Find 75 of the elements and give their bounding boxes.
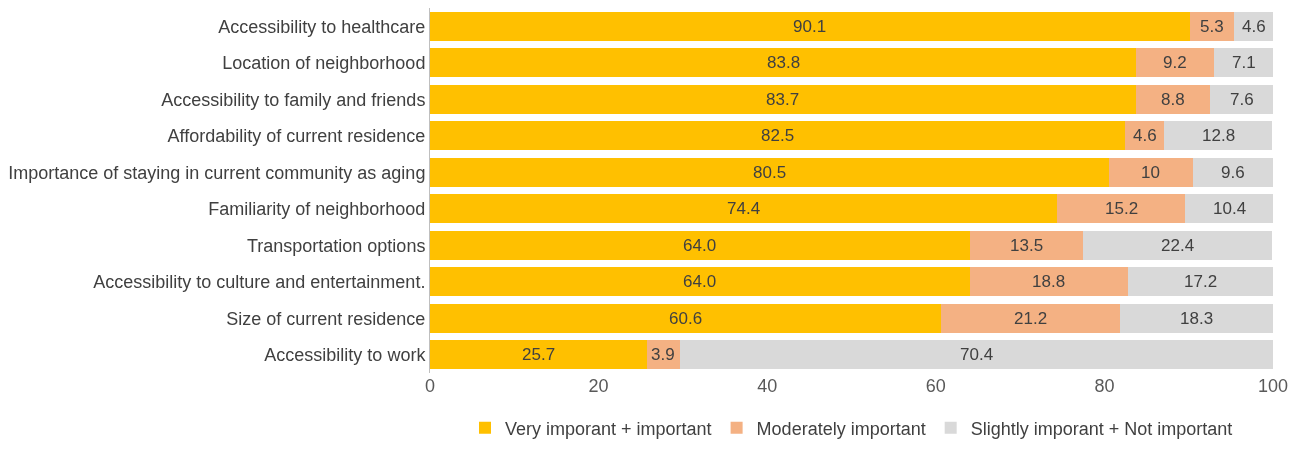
bar [430, 157, 1109, 187]
bar [1128, 267, 1273, 297]
data-label: 4.6 [1133, 126, 1157, 145]
x-tick-label: 0 [424, 376, 436, 396]
legend-label: Very imporant + important [505, 418, 712, 439]
data-label: 83.8 [767, 53, 801, 72]
bar [1136, 48, 1214, 78]
bar [1135, 84, 1210, 114]
bar [969, 230, 1084, 260]
data-label: 13.5 [1010, 236, 1044, 255]
bar [1119, 303, 1273, 333]
bar [430, 267, 970, 297]
data-label: 10.4 [1213, 199, 1247, 218]
bar [969, 267, 1128, 297]
bar [1213, 48, 1273, 78]
data-label: 90.1 [793, 17, 827, 36]
bar [430, 230, 970, 260]
bar [1185, 194, 1273, 224]
data-label: 64.0 [683, 236, 717, 255]
data-label: 12.8 [1202, 126, 1236, 145]
bar [1192, 157, 1273, 187]
data-label: 9.6 [1221, 163, 1245, 182]
x-tick-label: 40 [757, 376, 778, 396]
data-label: 22.4 [1161, 236, 1195, 255]
data-label: 4.6 [1242, 17, 1266, 36]
data-label: 8.8 [1161, 90, 1185, 109]
data-label: 10 [1141, 163, 1160, 182]
legend-label: Slightly imporant + Not important [970, 418, 1233, 439]
y-tick-label: Location of neighborhood [222, 53, 426, 74]
y-tick-label: Transportation options [246, 235, 426, 256]
bar [1083, 230, 1273, 260]
y-tick-label: Affordability of current residence [167, 126, 426, 147]
x-tick-label: 60 [925, 376, 946, 396]
bar [1209, 84, 1273, 114]
data-label: 80.5 [753, 163, 787, 182]
y-tick-label: Importance of staying in current community as aging [8, 162, 426, 183]
data-label: 5.3 [1200, 17, 1224, 36]
bar [679, 340, 1273, 370]
data-label: 18.3 [1180, 309, 1214, 328]
y-tick-label: Accessibility to work [264, 345, 427, 366]
data-label: 60.6 [669, 309, 703, 328]
data-label: 74.4 [727, 199, 761, 218]
data-label: 18.8 [1032, 272, 1066, 291]
bar [1164, 121, 1273, 151]
data-label: 7.6 [1230, 90, 1254, 109]
data-label: 9.2 [1163, 53, 1187, 72]
bar [430, 48, 1137, 78]
y-tick-label: Size of current residence [226, 308, 426, 329]
data-label: 70.4 [960, 345, 994, 364]
y-tick-label: Accessibility to family and friends [161, 89, 426, 110]
y-tick-label: Familiarity of neighborhood [208, 199, 426, 220]
bar [1057, 194, 1186, 224]
x-tick-label: 100 [1257, 376, 1289, 396]
data-label: 15.2 [1105, 199, 1139, 218]
x-tick-label: 80 [1094, 376, 1115, 396]
data-label: 82.5 [761, 126, 795, 145]
data-label: 21.2 [1014, 309, 1048, 328]
legend-label: Moderately important [756, 418, 926, 439]
bar [430, 303, 941, 333]
data-label: 7.1 [1232, 53, 1256, 72]
bar [430, 11, 1190, 41]
bar [430, 194, 1058, 224]
y-tick-label: Accessibility to healthcare [218, 16, 426, 37]
data-label: 64.0 [683, 272, 717, 291]
bar [1108, 157, 1193, 187]
bar [430, 84, 1136, 114]
bar [430, 340, 647, 370]
x-tick-label: 20 [588, 376, 609, 396]
data-label: 3.9 [651, 345, 675, 364]
data-label: 17.2 [1184, 272, 1218, 291]
y-tick-label: Accessibility to culture and entertainment. [93, 272, 426, 293]
data-label: 83.7 [766, 90, 800, 109]
bar [940, 303, 1120, 333]
data-label: 25.7 [522, 345, 556, 364]
bar [430, 121, 1126, 151]
